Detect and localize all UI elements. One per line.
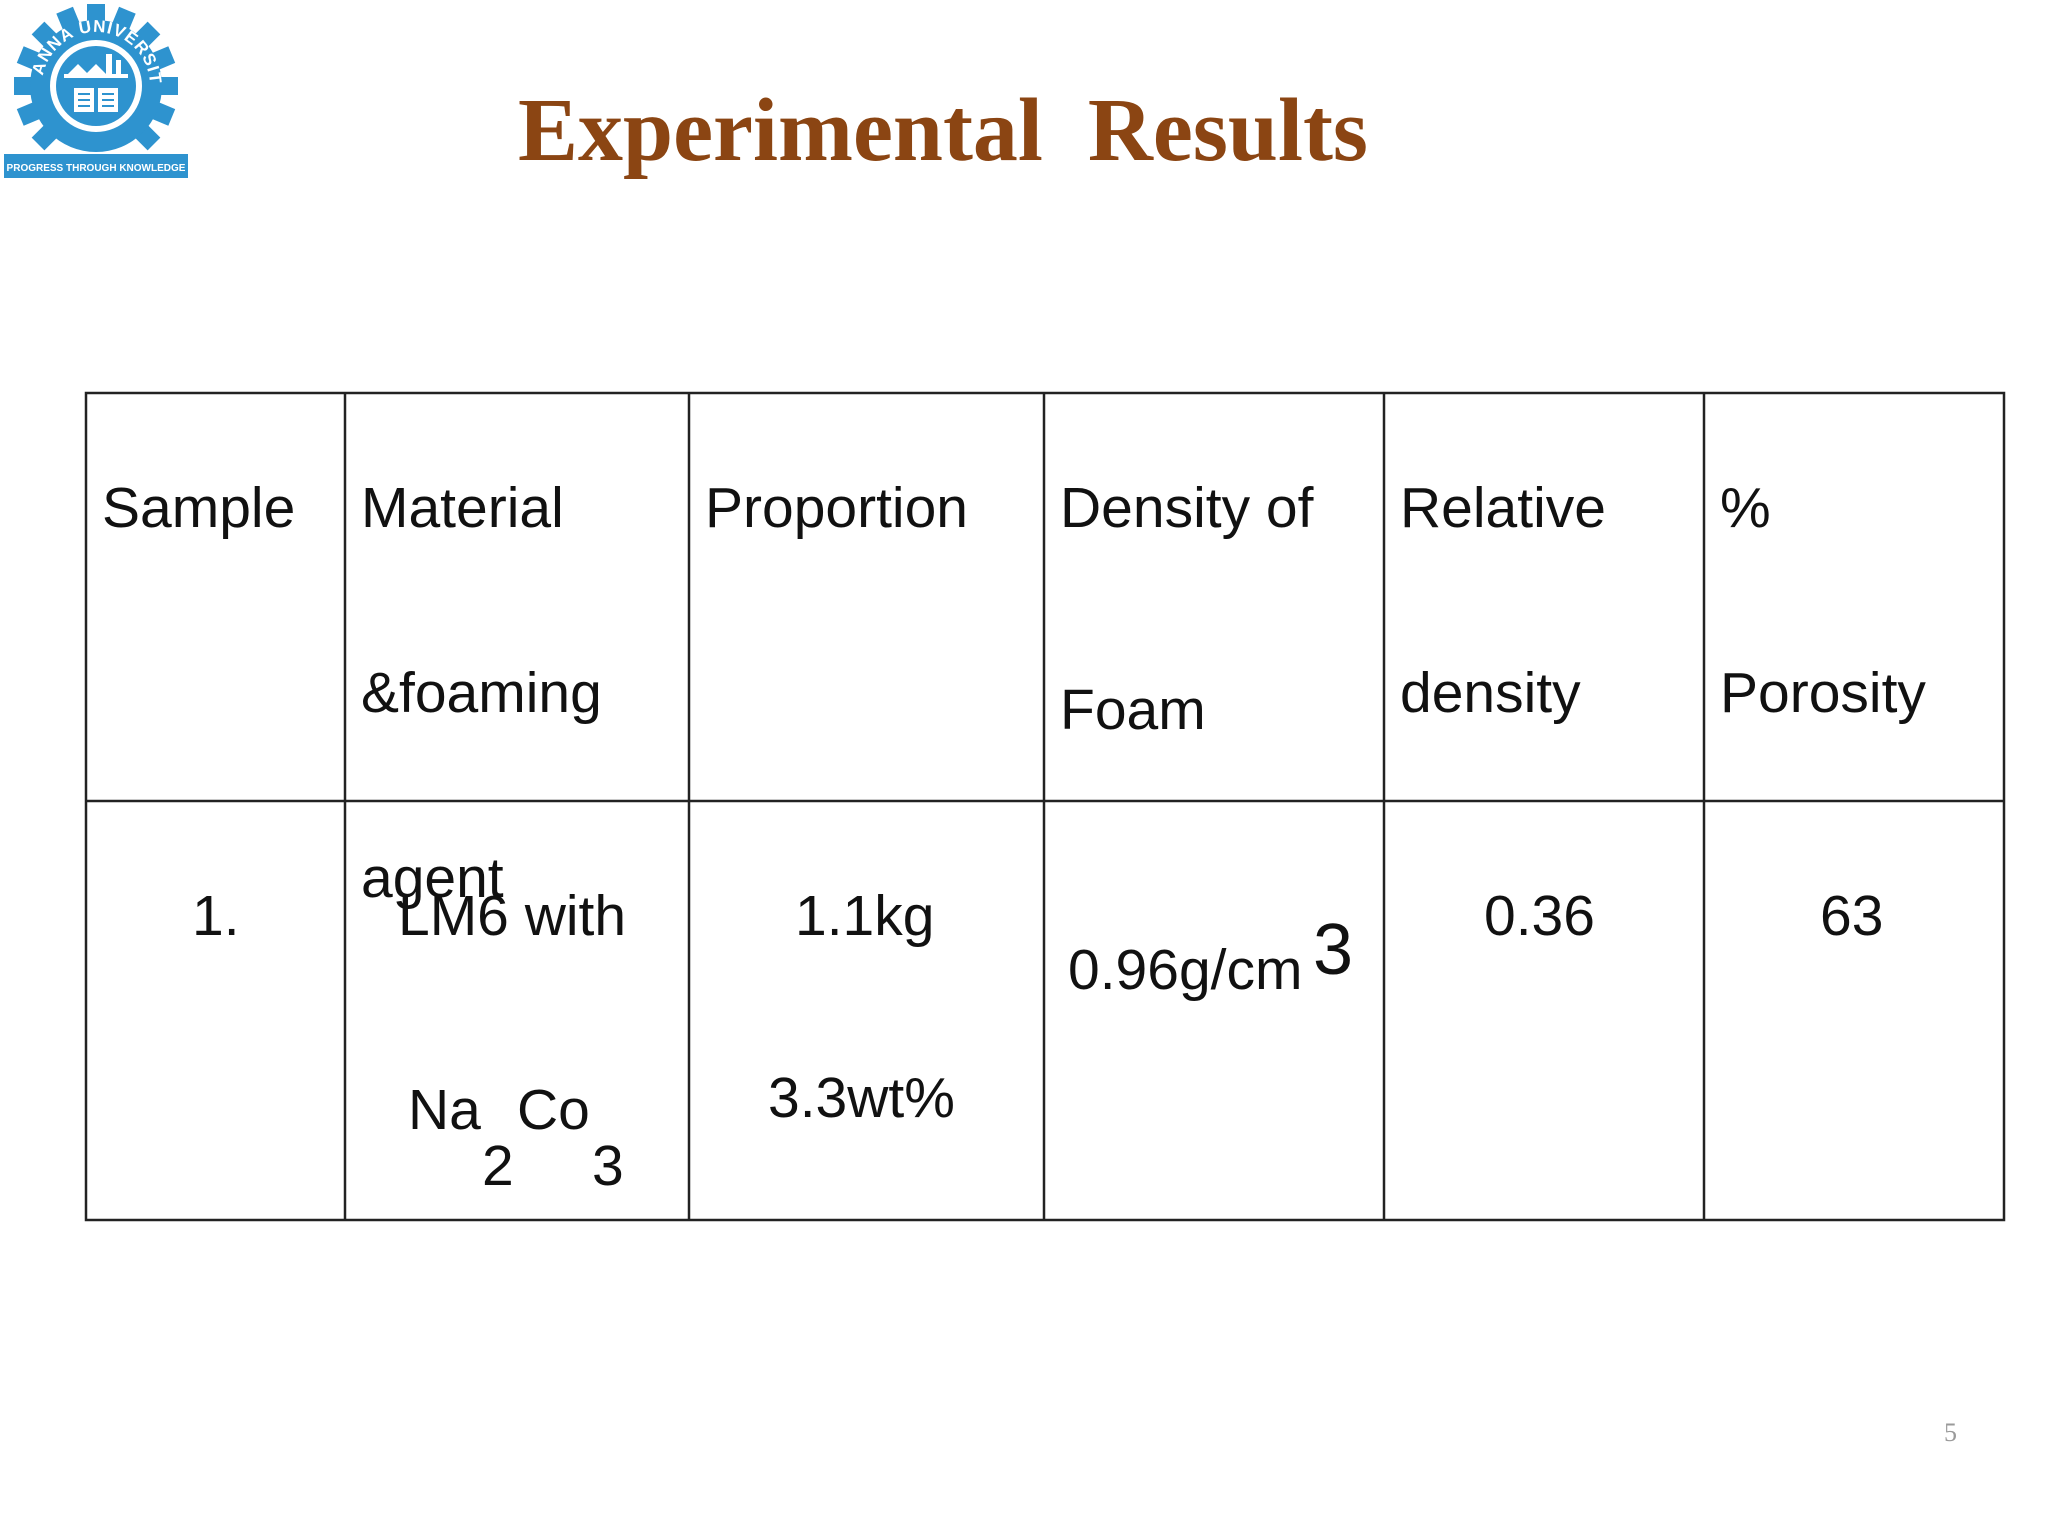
cell-material-co-subscript: 3 [592, 1134, 624, 1198]
cell-sample: 1. [192, 884, 240, 948]
cell-relative-density: 0.36 [1484, 884, 1595, 948]
header-sample: Sample [102, 476, 296, 540]
header-material-line2: &foaming [361, 661, 602, 725]
header-relative-line2: density [1400, 661, 1581, 725]
page-number: 5 [1944, 1418, 1957, 1447]
header-porosity-line2: Porosity [1720, 661, 1926, 725]
cell-density-superscript: 3 [1313, 910, 1354, 990]
header-porosity-line1: % [1720, 476, 1771, 540]
cell-material-line1: LM6 with [398, 884, 627, 948]
header-density-line2: Foam [1060, 678, 1206, 742]
cell-density: 0.96g/cm [1068, 938, 1303, 1002]
cell-material-na-subscript: 2 [482, 1134, 514, 1198]
cell-material-na: Na [408, 1078, 481, 1142]
cell-porosity: 63 [1820, 884, 1884, 948]
cell-proportion-line2: 3.3wt% [768, 1066, 955, 1130]
cell-proportion-line1: 1.1kg [795, 884, 935, 948]
header-material-line1: Material [361, 476, 564, 540]
svg-text:PROGRESS THROUGH KNOWLEDGE: PROGRESS THROUGH KNOWLEDGE [7, 163, 186, 174]
header-density-line1: Density of [1060, 476, 1314, 540]
cell-material-co: Co [517, 1078, 590, 1142]
header-proportion: Proportion [705, 476, 968, 540]
anna-university-logo: ANNA UNIVERSITY PROGRESS THROUGH KNOWLED… [2, 4, 188, 178]
slide-title: Experimental Results [518, 81, 1368, 180]
header-material-line3: agent [361, 846, 504, 910]
header-relative-line1: Relative [1400, 476, 1606, 540]
